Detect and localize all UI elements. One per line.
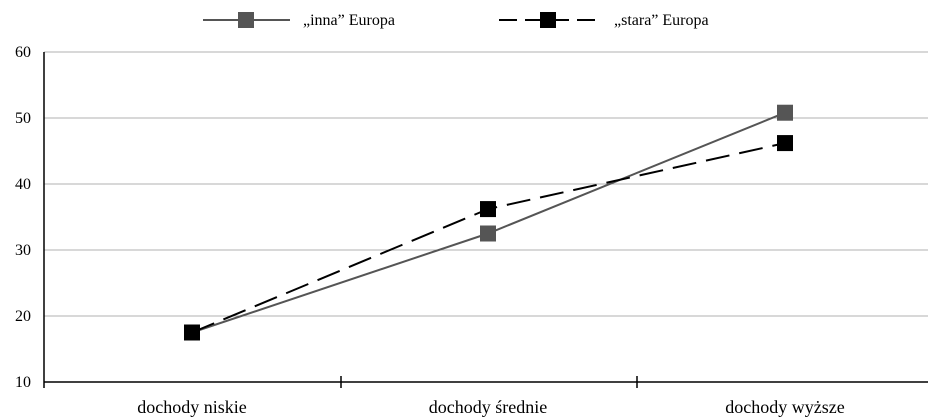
data-point xyxy=(480,225,496,242)
data-point xyxy=(777,135,793,152)
data-point xyxy=(480,201,496,218)
y-tick-label: 20 xyxy=(15,308,31,325)
y-tick-label: 50 xyxy=(15,110,31,127)
legend-label: „inna” Europa xyxy=(303,12,395,29)
gridlines xyxy=(44,51,928,317)
y-axis-ticks: 10 20 30 40 50 60 xyxy=(15,44,31,391)
legend-marker xyxy=(238,12,254,28)
x-axis-ticks: dochody niskie dochody średnie dochody wyż… xyxy=(137,397,844,417)
legend: „inna” Europa „stara” Europa xyxy=(203,12,709,29)
data-point xyxy=(777,104,793,121)
x-tick-label: dochody niskie xyxy=(137,397,247,417)
legend-marker xyxy=(540,12,556,28)
axes xyxy=(43,52,928,388)
y-tick-label: 10 xyxy=(15,374,31,391)
series-line xyxy=(191,111,786,334)
x-tick-label: dochody średnie xyxy=(429,397,547,417)
x-tick-label: dochody wyższe xyxy=(725,397,844,417)
y-tick-label: 60 xyxy=(15,44,31,61)
data-point xyxy=(184,324,200,341)
y-tick-label: 40 xyxy=(15,176,31,193)
legend-label: „stara” Europa xyxy=(614,12,709,29)
series-layer xyxy=(184,104,793,341)
y-tick-label: 30 xyxy=(15,242,31,259)
